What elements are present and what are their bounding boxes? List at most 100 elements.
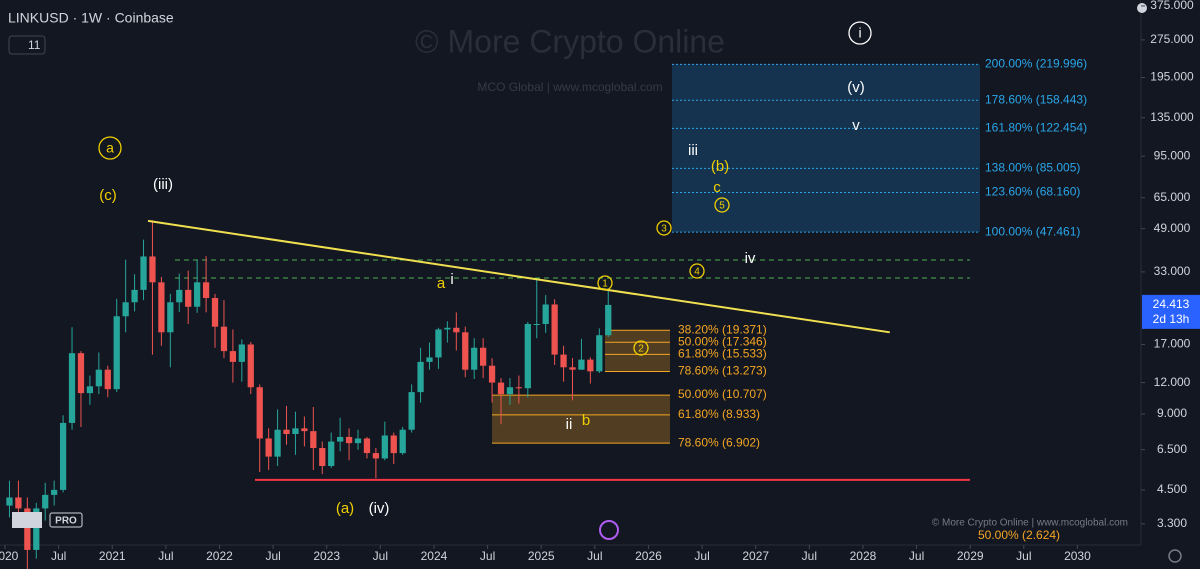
- candle-body: [578, 359, 585, 370]
- candle-body: [462, 332, 469, 370]
- fib-zone: [605, 330, 670, 372]
- wave-circle: [656, 220, 672, 236]
- toggle[interactable]: [1137, 3, 1147, 13]
- wave-label: (iv): [369, 500, 390, 517]
- candle-body: [176, 289, 183, 303]
- x-tick-label: 2024: [421, 549, 448, 563]
- candle-body: [542, 304, 549, 324]
- candle-body: [480, 347, 487, 366]
- candle-body: [497, 382, 505, 395]
- candle-body: [363, 438, 371, 454]
- fib-label: 138.00% (85.005): [985, 161, 1080, 175]
- candle-body: [202, 282, 210, 298]
- y-tick-label: 375.000: [1150, 0, 1194, 12]
- x-tick-label: 2030: [1064, 549, 1091, 563]
- candle-body: [158, 282, 165, 333]
- candle-body: [345, 436, 353, 444]
- logo: PRO: [55, 516, 77, 527]
- fib-label: 123.60% (68.160): [985, 185, 1080, 199]
- candle-body: [274, 429, 281, 457]
- wave-label: v: [852, 117, 860, 134]
- wave-label: (c): [99, 187, 117, 204]
- wave-label: ii: [566, 416, 573, 433]
- wave-label: a: [437, 275, 446, 292]
- candle-body: [33, 508, 40, 550]
- candle-body: [417, 361, 424, 393]
- watermark-sub: MCO Global | www.mcoglobal.com: [477, 80, 662, 94]
- wave-label: i: [858, 25, 861, 41]
- candle-body: [533, 323, 540, 325]
- candle-body: [68, 353, 76, 423]
- candle-body: [15, 497, 22, 509]
- candle-body: [408, 392, 415, 430]
- fib-label: 178.60% (158.443): [985, 92, 1087, 106]
- badge[interactable]: 11: [28, 38, 41, 52]
- x-tick-label: Jul: [373, 549, 388, 563]
- price-badge: [1142, 294, 1200, 329]
- wave-label: iv: [745, 250, 756, 267]
- wave-label: b: [582, 412, 590, 429]
- y-tick-label: 6.500: [1157, 442, 1187, 456]
- candle-body: [51, 489, 58, 495]
- fib-label: 50.00% (17.346): [678, 334, 767, 348]
- candle-body: [292, 428, 299, 435]
- candle-body: [42, 494, 49, 509]
- fib-zone: [672, 64, 980, 233]
- logo-box: [49, 512, 83, 528]
- fib-label: 50.00% (10.707): [678, 387, 767, 401]
- candle-body: [435, 329, 442, 358]
- wave-label: a: [106, 140, 114, 156]
- plot: 200.00% (219.996)178.60% (158.443)161.80…: [6, 21, 1087, 569]
- candle-body: [238, 344, 245, 362]
- candle-body: [77, 353, 85, 394]
- candle-body: [506, 387, 514, 395]
- y-tick-label: 135.000: [1150, 110, 1194, 124]
- candle-body: [587, 359, 594, 372]
- candle-body: [247, 344, 254, 388]
- candle-body: [140, 256, 147, 290]
- badge-box[interactable]: [8, 35, 46, 55]
- fib-label: 78.60% (6.902): [678, 435, 760, 449]
- candle-body: [551, 304, 558, 355]
- icon[interactable]: [599, 520, 619, 540]
- y-tick-label: 65.000: [1154, 190, 1191, 204]
- symbol: LINKUSD · 1W · Coinbase: [8, 10, 174, 26]
- candle-body: [524, 323, 531, 389]
- candle-body: [372, 453, 380, 459]
- x-tick-label: 2022: [206, 549, 233, 563]
- wave-label: (b): [711, 158, 729, 175]
- y-tick-label: 9.000: [1157, 406, 1187, 420]
- price-label: 24.413: [1153, 297, 1190, 311]
- wave-circle: [689, 263, 705, 279]
- candle-body: [229, 351, 237, 362]
- axis-bg: [1141, 0, 1200, 12]
- candle-body: [444, 327, 451, 330]
- wave-label: 5: [719, 201, 725, 212]
- candle-body: [220, 326, 228, 352]
- wave-label: i: [450, 271, 453, 288]
- fib-label: 50.00% (2.624): [978, 528, 1060, 542]
- fib-label: 161.80% (122.454): [985, 121, 1087, 135]
- x-tick-label: 2028: [850, 549, 877, 563]
- fib-label: 61.80% (8.933): [678, 407, 760, 421]
- x-tick-label: Jul: [480, 549, 495, 563]
- settings-icon[interactable]: [1168, 549, 1182, 563]
- wave-label: c: [713, 179, 721, 196]
- trendline: [147, 219, 890, 334]
- y-tick-label: 33.000: [1154, 264, 1191, 278]
- fib-label: 78.60% (13.273): [678, 364, 767, 378]
- candle-body: [194, 282, 201, 307]
- x-tick-label: Jul: [158, 549, 173, 563]
- y-tick-label: 4.500: [1157, 482, 1187, 496]
- fib-label: 61.80% (15.533): [678, 347, 767, 361]
- candle-body: [515, 387, 523, 389]
- candle-body: [131, 289, 138, 303]
- wave-circle: [597, 275, 613, 291]
- x-tick-label: 2027: [742, 549, 769, 563]
- x-tick-label: Jul: [1016, 549, 1031, 563]
- wave-label: 2: [638, 344, 644, 355]
- y-tick-label: 17.000: [1154, 337, 1191, 351]
- wave-label: (a): [336, 500, 354, 517]
- x-tick-label: 2026: [635, 549, 662, 563]
